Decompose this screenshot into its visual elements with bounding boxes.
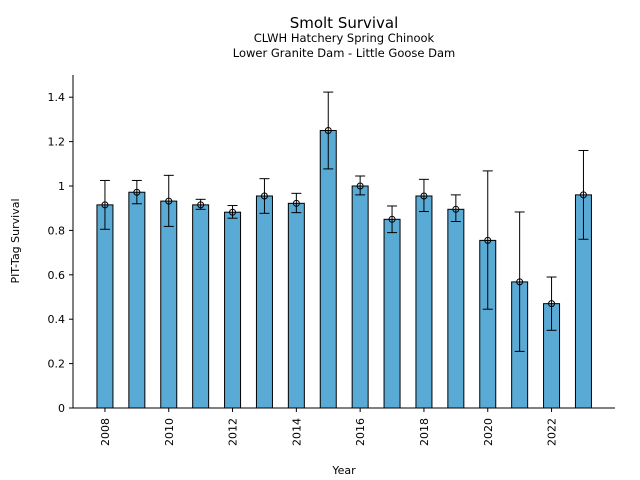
bar-2018 — [415, 195, 433, 409]
y-tick-label: 0.6 — [48, 269, 66, 282]
error-bar-2018 — [418, 178, 429, 213]
point-marker-2012 — [229, 208, 237, 216]
error-bar-2022 — [546, 276, 557, 331]
error-bar-2008 — [99, 179, 110, 230]
error-bar-2016 — [355, 175, 366, 196]
y-axis-label: PIT-Tag Survival — [9, 198, 22, 283]
x-tick-label: 2022 — [546, 418, 559, 446]
x-tick-label: 2016 — [354, 418, 367, 446]
chart-title: Smolt Survival — [290, 14, 399, 32]
point-marker-2021 — [516, 278, 524, 286]
bar-2019 — [447, 208, 465, 409]
point-marker-2018 — [420, 192, 428, 200]
y-tick-label: 1.2 — [48, 136, 66, 149]
point-marker-2008 — [101, 201, 109, 209]
x-tick-label: 2020 — [482, 418, 495, 446]
y-tick-label: 1 — [58, 180, 65, 193]
error-bar-2019 — [450, 194, 461, 223]
point-marker-2009 — [133, 188, 141, 196]
y-tick-label: 0.2 — [48, 358, 66, 371]
error-bar-2015 — [323, 91, 334, 170]
error-bar-2014 — [291, 192, 302, 214]
y-tick-label: 0.4 — [48, 313, 66, 326]
x-tick-label: 2014 — [290, 418, 303, 446]
point-marker-2014 — [292, 199, 300, 207]
bar-2016 — [351, 185, 369, 409]
bar-2008 — [96, 204, 114, 409]
point-marker-2010 — [165, 197, 173, 205]
error-bar-2023 — [578, 149, 589, 240]
x-tick-label: 2012 — [227, 418, 240, 446]
point-marker-2023 — [579, 191, 587, 199]
point-marker-2022 — [548, 300, 556, 308]
bar-2011 — [192, 204, 210, 409]
point-marker-2013 — [260, 192, 268, 200]
y-tick-label: 0.8 — [48, 224, 66, 237]
bar-2010 — [160, 200, 178, 409]
point-marker-2019 — [452, 205, 460, 213]
point-marker-2017 — [388, 215, 396, 223]
bar-2014 — [287, 202, 305, 409]
error-bar-2012 — [227, 205, 238, 219]
error-bar-2017 — [387, 205, 398, 234]
chart-subtitle-line-1: CLWH Hatchery Spring Chinook — [254, 31, 435, 45]
error-bar-2011 — [195, 198, 206, 210]
bar-2015 — [319, 130, 337, 409]
point-marker-2011 — [197, 201, 205, 209]
y-tick-label: 1.4 — [48, 91, 66, 104]
error-bar-2020 — [482, 170, 493, 310]
y-tick-label: 0 — [58, 402, 65, 415]
error-bar-2010 — [163, 174, 174, 227]
point-marker-2016 — [356, 182, 364, 190]
x-tick-label: 2018 — [418, 418, 431, 446]
point-marker-2015 — [324, 127, 332, 134]
bar-2017 — [383, 218, 401, 409]
error-bar-2013 — [259, 178, 270, 214]
point-marker-2020 — [484, 236, 492, 244]
bar-2013 — [255, 195, 273, 409]
x-axis-label: Year — [331, 464, 356, 477]
error-bar-2021 — [514, 211, 525, 352]
chart-subtitle-line-2: Lower Granite Dam - Little Goose Dam — [233, 46, 455, 60]
bar-2009 — [128, 191, 146, 409]
bar-2012 — [224, 211, 242, 409]
x-tick-label: 2010 — [163, 418, 176, 446]
x-tick-label: 2008 — [99, 418, 112, 446]
error-bar-2009 — [131, 179, 142, 205]
